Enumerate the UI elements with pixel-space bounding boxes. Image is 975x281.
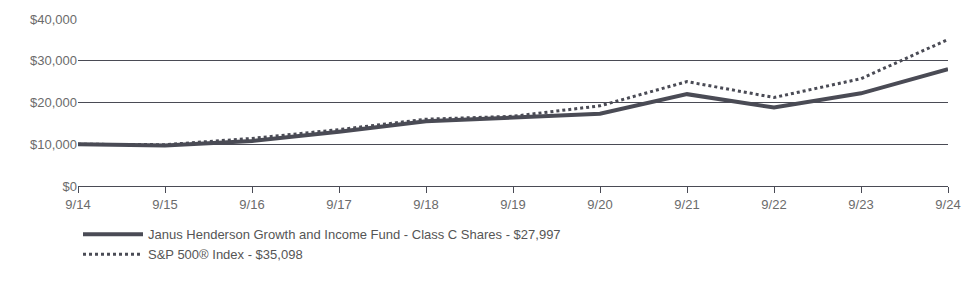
svg-text:$30,000: $30,000 xyxy=(30,53,77,68)
svg-text:$10,000: $10,000 xyxy=(30,137,77,152)
svg-text:Janus Henderson Growth and Inc: Janus Henderson Growth and Income Fund -… xyxy=(148,227,561,242)
svg-text:9/14: 9/14 xyxy=(65,197,90,212)
svg-text:9/21: 9/21 xyxy=(674,197,699,212)
svg-text:9/16: 9/16 xyxy=(239,197,264,212)
svg-text:9/22: 9/22 xyxy=(761,197,786,212)
svg-text:S&P 500® Index - $35,098: S&P 500® Index - $35,098 xyxy=(148,247,303,262)
svg-text:9/17: 9/17 xyxy=(326,197,351,212)
svg-text:9/20: 9/20 xyxy=(587,197,612,212)
svg-text:9/19: 9/19 xyxy=(500,197,525,212)
svg-text:$0: $0 xyxy=(63,179,77,194)
svg-text:9/15: 9/15 xyxy=(152,197,177,212)
svg-text:9/23: 9/23 xyxy=(848,197,873,212)
svg-text:9/18: 9/18 xyxy=(413,197,438,212)
svg-text:$40,000: $40,000 xyxy=(30,12,77,27)
svg-text:9/24: 9/24 xyxy=(935,197,960,212)
svg-text:$20,000: $20,000 xyxy=(30,95,77,110)
